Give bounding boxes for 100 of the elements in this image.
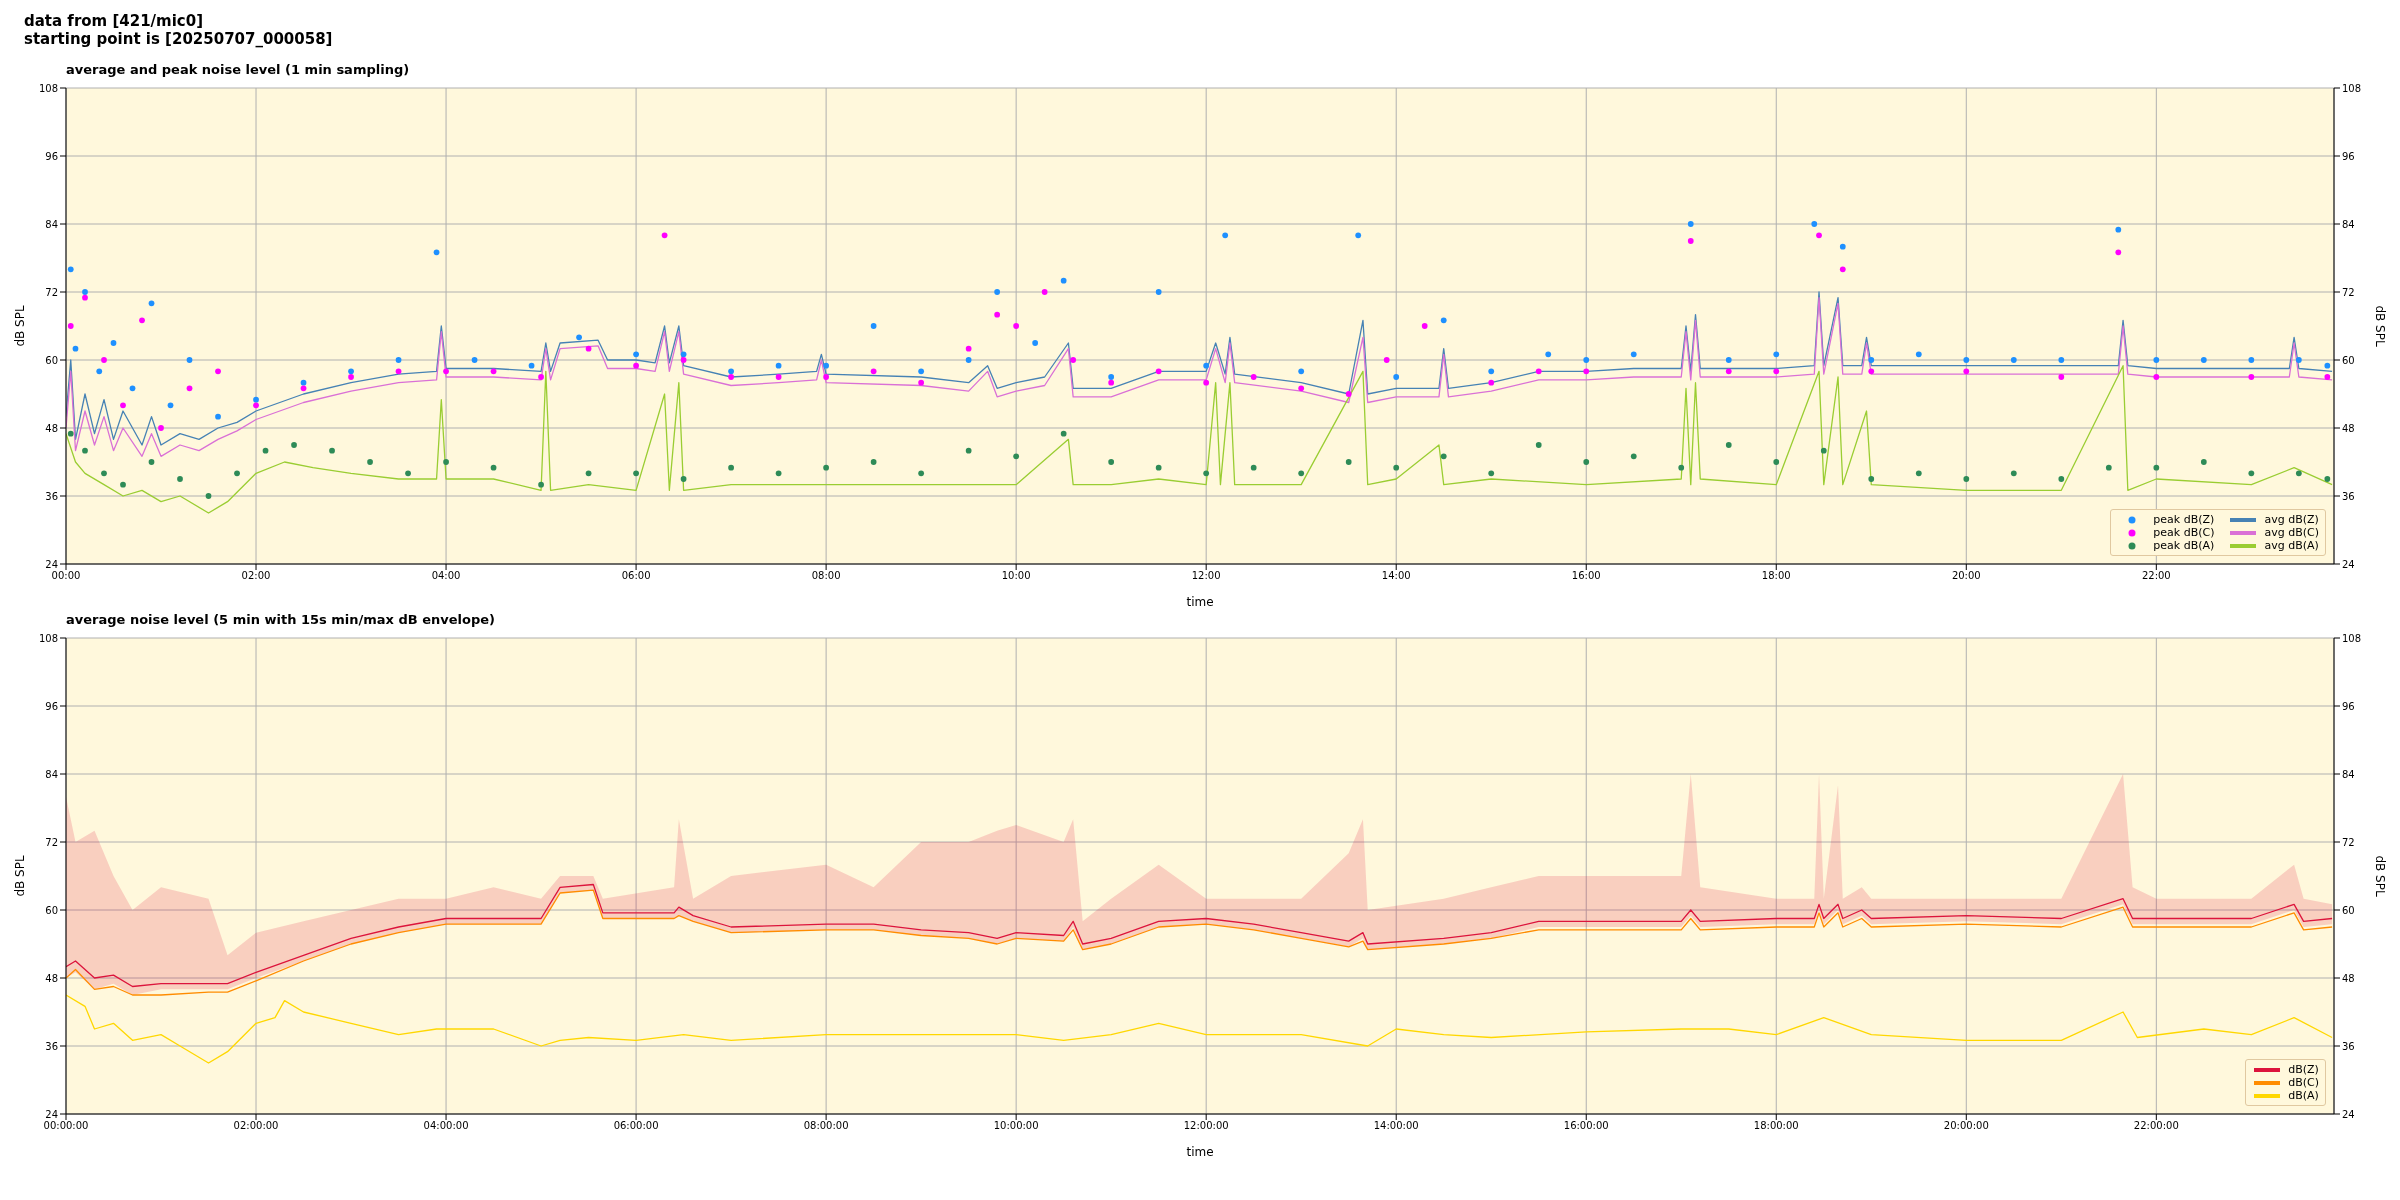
point — [471, 357, 478, 363]
point — [1678, 464, 1685, 471]
point — [2324, 374, 2331, 380]
point — [870, 323, 877, 329]
y-tick-label: 36 — [45, 490, 58, 502]
point — [1013, 453, 1020, 460]
point — [1687, 221, 1694, 227]
point — [186, 357, 193, 363]
y-axis-title: dB SPL — [13, 305, 28, 347]
point — [1041, 289, 1048, 295]
y2-tick-label: 72 — [2342, 836, 2355, 848]
point — [680, 357, 687, 363]
point — [101, 470, 107, 477]
x-tick-label: 12:00:00 — [1183, 1120, 1229, 1132]
y-tick-label: 24 — [45, 558, 58, 570]
point — [2200, 357, 2207, 363]
point — [918, 368, 925, 375]
point — [2058, 357, 2065, 363]
point — [101, 357, 107, 363]
y2-tick-label: 24 — [2342, 558, 2355, 570]
point — [1222, 232, 1229, 239]
point — [1383, 357, 1390, 363]
y-tick-label: 24 — [45, 1108, 58, 1120]
y2-tick-label: 48 — [2342, 972, 2355, 984]
point — [965, 357, 972, 363]
point — [2248, 470, 2255, 477]
point — [348, 368, 354, 375]
point — [1488, 368, 1495, 375]
legend-label: dB(C) — [2288, 1076, 2319, 1089]
point — [1820, 447, 1827, 454]
y-axis-title: dB SPL — [13, 855, 28, 897]
y2-tick-label: 60 — [2342, 354, 2355, 366]
y-tick-label: 72 — [45, 836, 58, 848]
point — [728, 374, 734, 380]
y-tick-label: 48 — [45, 972, 58, 984]
y-tick-label: 36 — [45, 1040, 58, 1052]
chart-title: average noise level (5 min with 15s min/max dB envelope) — [66, 612, 497, 629]
point — [490, 464, 497, 471]
point — [585, 345, 592, 352]
point — [633, 351, 639, 358]
x-tick-label: 04:00:00 — [423, 1120, 469, 1132]
y-tick-label: 84 — [45, 218, 58, 230]
point — [82, 289, 88, 295]
point — [72, 345, 79, 352]
point — [1203, 362, 1210, 369]
point — [120, 402, 126, 409]
point — [2153, 464, 2160, 471]
point — [443, 368, 449, 375]
point — [215, 368, 221, 375]
point — [1868, 368, 1875, 375]
x-tick-label: 22:00:00 — [2133, 1120, 2179, 1132]
point — [1963, 357, 1970, 363]
point — [2295, 357, 2302, 363]
point — [1421, 323, 1428, 329]
x-tick-label: 22:00 — [2141, 570, 2171, 582]
point — [253, 402, 259, 409]
point — [443, 459, 449, 465]
point — [291, 442, 297, 448]
legend-label: peak dB(A) — [2153, 539, 2215, 552]
y-tick-label: 84 — [45, 768, 58, 780]
legend-label: avg dB(C) — [2264, 526, 2319, 539]
point — [262, 447, 269, 454]
point — [680, 476, 687, 482]
point — [775, 470, 782, 477]
point — [1687, 238, 1694, 244]
y2-tick-label: 24 — [2342, 1108, 2355, 1120]
point — [918, 470, 925, 477]
point — [1725, 357, 1732, 363]
text: data from [421/mic0] — [24, 12, 205, 30]
x-tick-label: 10:00:00 — [993, 1120, 1039, 1132]
point — [129, 385, 136, 392]
point — [2115, 226, 2122, 233]
point — [2248, 374, 2255, 380]
point — [1963, 368, 1970, 375]
y-tick-label: 48 — [45, 422, 58, 434]
point — [67, 430, 74, 437]
y2-tick-label: 108 — [2342, 632, 2362, 644]
point — [1203, 470, 1210, 477]
point — [1013, 323, 1020, 329]
point — [367, 459, 373, 465]
point — [120, 481, 126, 488]
point — [823, 464, 829, 471]
point — [96, 368, 103, 375]
point — [148, 459, 155, 465]
point — [148, 300, 155, 307]
point — [728, 464, 734, 471]
point — [234, 470, 240, 477]
line-series — [66, 365, 2333, 514]
y2-axis-title: dB SPL — [2372, 305, 2387, 347]
point — [728, 368, 734, 375]
point — [329, 447, 335, 454]
point — [1811, 221, 1818, 227]
point — [1393, 374, 1400, 380]
point — [870, 368, 877, 375]
point — [82, 447, 88, 454]
point — [205, 493, 212, 499]
point — [300, 385, 307, 392]
point — [1203, 379, 1210, 386]
point — [2295, 470, 2302, 477]
point — [1915, 470, 1922, 477]
